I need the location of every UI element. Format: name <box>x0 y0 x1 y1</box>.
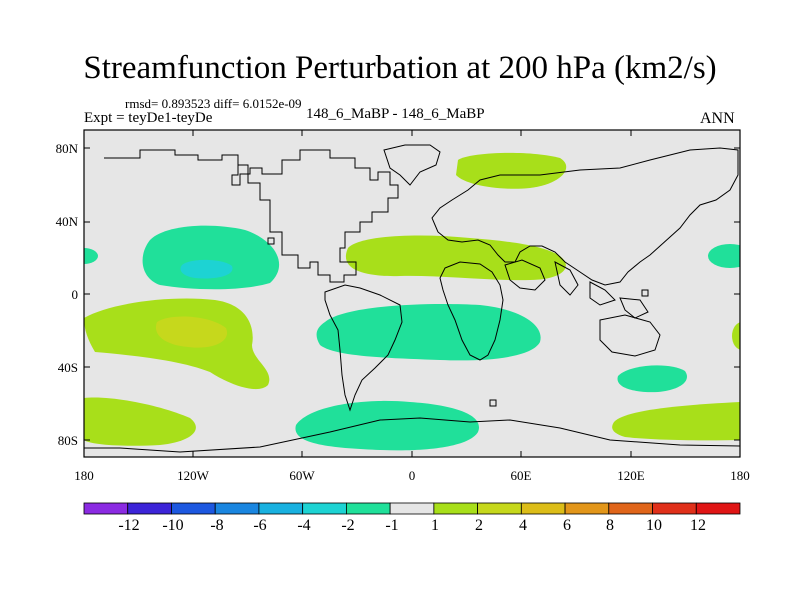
coastlines <box>84 144 740 453</box>
map-title: Streamfunction Perturbation at 200 hPa (… <box>83 50 717 86</box>
coastline-australia <box>599 314 661 357</box>
colorbar-box <box>127 502 172 515</box>
colorbar-box <box>477 502 522 515</box>
colorbar-label: 10 <box>646 517 662 534</box>
colorbar-box <box>695 502 741 515</box>
lon-label-0: 0 <box>408 468 416 483</box>
coastline-africa <box>439 261 504 361</box>
contour-neg-africa <box>316 303 541 361</box>
colorbar-label: 6 <box>563 517 571 534</box>
colorbar-box <box>652 502 697 515</box>
season-label: ANN <box>700 110 735 127</box>
colorbar-box <box>564 502 610 515</box>
lat-label-40n: 40N <box>55 214 78 229</box>
colorbar-label: -12 <box>118 517 140 534</box>
colorbar-label: -8 <box>210 517 224 534</box>
contour-pos-arctic <box>456 152 567 189</box>
lat-label-0: 0 <box>71 287 79 302</box>
colorbar-box <box>345 502 391 515</box>
contour-fields <box>84 152 740 451</box>
colorbar-label: -10 <box>162 517 184 534</box>
colorbar-label: 8 <box>606 517 614 534</box>
colorbar-box <box>389 502 435 515</box>
colorbar-box <box>302 502 347 515</box>
contour-pos2-spacific <box>155 316 228 348</box>
contour-pos-eurasia <box>345 235 566 281</box>
coastline-arabia-india <box>504 259 579 296</box>
colorbar-label: -6 <box>253 517 267 534</box>
lon-label-60w: 60W <box>289 468 315 483</box>
contour-neg-west-edge <box>84 248 98 264</box>
experiment-label: Expt = teyDe1-teyDe <box>84 110 213 126</box>
contour-neg-npacific <box>142 225 280 290</box>
coastline-south-america <box>324 284 403 412</box>
coastline-se-asia <box>589 281 649 319</box>
axis-ticks <box>84 130 740 457</box>
coastline-greenland <box>383 144 441 186</box>
stats-label: rmsd= 0.893523 diff= 6.0152e-09 <box>125 96 302 111</box>
lat-label-40s: 40S <box>57 360 78 375</box>
lon-label-60e: 60E <box>510 468 532 483</box>
colorbar-box <box>83 502 129 515</box>
coastline-antarctica <box>84 417 740 453</box>
colorbar <box>83 502 741 515</box>
coastline-island <box>267 237 275 245</box>
colorbar-box <box>608 502 653 515</box>
contour-pos-swpacific <box>84 397 196 446</box>
lat-label-80s: 80S <box>57 433 78 448</box>
lon-label-180w: 180 <box>74 468 94 483</box>
contour-neg-sindian <box>617 365 687 393</box>
coastline-eurasia <box>431 147 739 286</box>
contour-pos-east-edge <box>732 322 740 350</box>
colorbar-label: -1 <box>385 517 399 534</box>
colorbar-box <box>433 502 478 515</box>
contour-neg2-npacific <box>180 259 233 279</box>
colorbar-label: 4 <box>519 517 527 534</box>
colorbar-label: -4 <box>297 517 311 534</box>
colorbar-label: 2 <box>475 517 483 534</box>
lon-label-120w: 120W <box>177 468 209 483</box>
lon-label-180e: 180 <box>730 468 750 483</box>
colorbar-box <box>520 502 566 515</box>
colorbar-box <box>258 502 304 515</box>
contour-pos-sepacific <box>612 402 740 441</box>
colorbar-box <box>171 502 216 515</box>
colorbar-label: 12 <box>690 517 706 534</box>
coastline-island <box>641 289 649 297</box>
lon-label-120e: 120E <box>617 468 645 483</box>
colorbar-label: 1 <box>431 517 439 534</box>
coastline-island <box>489 399 497 407</box>
case-label: 148_6_MaBP - 148_6_MaBP <box>306 106 485 122</box>
colorbar-box <box>214 502 260 515</box>
contour-neg-satlantic <box>295 400 480 451</box>
contour-neg-npacific-east <box>708 244 740 268</box>
coastline-north-america <box>104 149 399 283</box>
lat-label-80n: 80N <box>55 141 78 156</box>
colorbar-label: -2 <box>341 517 355 534</box>
